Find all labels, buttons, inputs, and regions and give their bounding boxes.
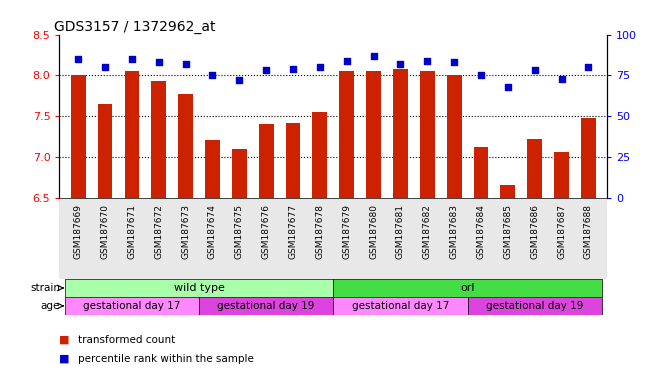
Bar	[178, 94, 193, 197]
Bar	[527, 139, 542, 197]
Point	[395, 61, 406, 67]
Text: GSM187680: GSM187680	[369, 204, 378, 259]
Text: GSM187673: GSM187673	[181, 204, 190, 259]
Bar	[554, 152, 569, 197]
Bar	[232, 149, 247, 197]
Bar	[286, 122, 300, 197]
Text: strain: strain	[30, 283, 60, 293]
Text: transformed count: transformed count	[78, 335, 175, 345]
Point	[315, 64, 325, 70]
Text: orl: orl	[460, 283, 475, 293]
Text: GSM187678: GSM187678	[315, 204, 324, 259]
Text: gestational day 17: gestational day 17	[83, 301, 181, 311]
Text: GSM187687: GSM187687	[557, 204, 566, 259]
Text: GSM187682: GSM187682	[423, 204, 432, 259]
Point	[422, 58, 432, 64]
Point	[556, 76, 567, 82]
Bar	[125, 71, 139, 197]
Bar	[447, 75, 461, 197]
Point	[502, 84, 513, 90]
Text: gestational day 19: gestational day 19	[486, 301, 583, 311]
Text: GSM187670: GSM187670	[100, 204, 110, 259]
Text: GSM187672: GSM187672	[154, 204, 163, 259]
Bar	[393, 69, 408, 197]
Text: gestational day 19: gestational day 19	[218, 301, 315, 311]
Bar	[474, 147, 488, 197]
Text: GSM187669: GSM187669	[74, 204, 82, 259]
Bar	[420, 71, 435, 197]
Point	[529, 67, 540, 73]
Text: GSM187681: GSM187681	[396, 204, 405, 259]
Text: GSM187674: GSM187674	[208, 204, 217, 259]
Bar	[259, 124, 273, 197]
Point	[341, 58, 352, 64]
Text: ■: ■	[59, 335, 70, 345]
Text: GSM187675: GSM187675	[235, 204, 244, 259]
Text: GSM187688: GSM187688	[584, 204, 593, 259]
Bar	[339, 71, 354, 197]
Bar	[71, 75, 86, 197]
Point	[449, 59, 459, 65]
Text: age: age	[40, 301, 60, 311]
Text: GDS3157 / 1372962_at: GDS3157 / 1372962_at	[54, 20, 215, 33]
Text: wild type: wild type	[174, 283, 224, 293]
Point	[180, 61, 191, 67]
Point	[368, 53, 379, 59]
Text: GSM187671: GSM187671	[127, 204, 137, 259]
Text: GSM187677: GSM187677	[288, 204, 298, 259]
Text: GSM187676: GSM187676	[261, 204, 271, 259]
Bar	[581, 118, 596, 197]
Bar	[98, 104, 112, 197]
Bar	[65, 297, 199, 314]
Text: GSM187684: GSM187684	[477, 204, 486, 259]
Bar	[333, 280, 602, 296]
Bar	[333, 297, 467, 314]
Point	[127, 56, 137, 62]
Bar	[151, 81, 166, 197]
Text: gestational day 17: gestational day 17	[352, 301, 449, 311]
Point	[154, 59, 164, 65]
Bar	[65, 280, 333, 296]
Text: ■: ■	[59, 354, 70, 364]
Point	[476, 72, 486, 78]
Bar	[366, 71, 381, 197]
Text: percentile rank within the sample: percentile rank within the sample	[78, 354, 253, 364]
Text: GSM187686: GSM187686	[530, 204, 539, 259]
Point	[100, 64, 110, 70]
Point	[261, 67, 271, 73]
Point	[583, 64, 594, 70]
Text: GSM187685: GSM187685	[504, 204, 512, 259]
Bar	[199, 297, 333, 314]
Point	[207, 72, 218, 78]
Bar	[312, 112, 327, 197]
Bar	[205, 141, 220, 197]
Point	[288, 66, 298, 72]
Point	[234, 77, 245, 83]
Bar	[500, 185, 515, 197]
Text: GSM187679: GSM187679	[343, 204, 351, 259]
Bar	[467, 297, 602, 314]
Text: GSM187683: GSM187683	[449, 204, 459, 259]
Point	[73, 56, 83, 62]
